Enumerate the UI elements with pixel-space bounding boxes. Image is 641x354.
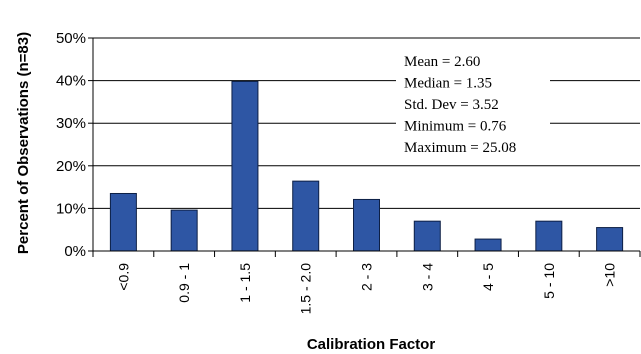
bar-1 <box>170 209 198 252</box>
x-tick-label-3: 1.5 - 2.0 <box>298 263 314 315</box>
axes <box>88 37 641 257</box>
x-tick-label-5: 3 - 4 <box>419 263 435 291</box>
bar-8 <box>596 227 624 252</box>
y-tick-labels: 0% 10% 20% 30% 40% 50% <box>56 30 86 260</box>
stat-line-0: Mean = 2.60 <box>404 54 480 70</box>
y-tick-label-20: 20% <box>56 158 86 175</box>
x-axis-title: Calibration Factor <box>307 336 436 353</box>
bar-2 <box>231 80 259 252</box>
bar-0 <box>109 192 137 252</box>
bars <box>109 80 624 252</box>
bar-5 <box>413 220 441 252</box>
y-axis-title: Percent of Observations (n=83) <box>15 32 32 254</box>
x-tick-label-7: 5 - 10 <box>541 263 557 299</box>
x-tick-label-2: 1 - 1.5 <box>237 263 253 303</box>
bar-3 <box>292 180 320 252</box>
x-tick-label-0: <0.9 <box>115 263 131 291</box>
y-tick-label-30: 30% <box>56 115 86 132</box>
y-tick-label-50: 50% <box>56 30 86 47</box>
x-tick-label-8: >10 <box>602 263 618 287</box>
bar-4 <box>353 198 380 252</box>
stat-line-2: Std. Dev = 3.52 <box>404 97 499 113</box>
summary-statistics-box: Mean = 2.60 Median = 1.35 Std. Dev = 3.52 M… <box>396 40 550 156</box>
x-tick-label-6: 4 - 5 <box>480 263 496 291</box>
x-tick-label-4: 2 - 3 <box>359 263 375 291</box>
bar-7 <box>535 220 563 252</box>
y-tick-label-0: 0% <box>64 243 86 260</box>
bar-6 <box>474 238 502 252</box>
stats-background <box>396 40 550 156</box>
x-tick-labels: <0.9 0.9 - 1 1 - 1.5 1.5 - 2.0 2 - 3 3 - 4 4 -… <box>115 263 617 315</box>
gridlines <box>93 37 640 209</box>
y-tick-label-10: 10% <box>56 200 86 217</box>
x-tick-label-1: 0.9 - 1 <box>176 263 192 303</box>
y-tick-label-40: 40% <box>56 73 86 90</box>
stat-line-4: Maximum = 25.08 <box>404 140 516 156</box>
stat-line-3: Minimum = 0.76 <box>404 119 507 135</box>
stat-line-1: Median = 1.35 <box>404 76 492 92</box>
